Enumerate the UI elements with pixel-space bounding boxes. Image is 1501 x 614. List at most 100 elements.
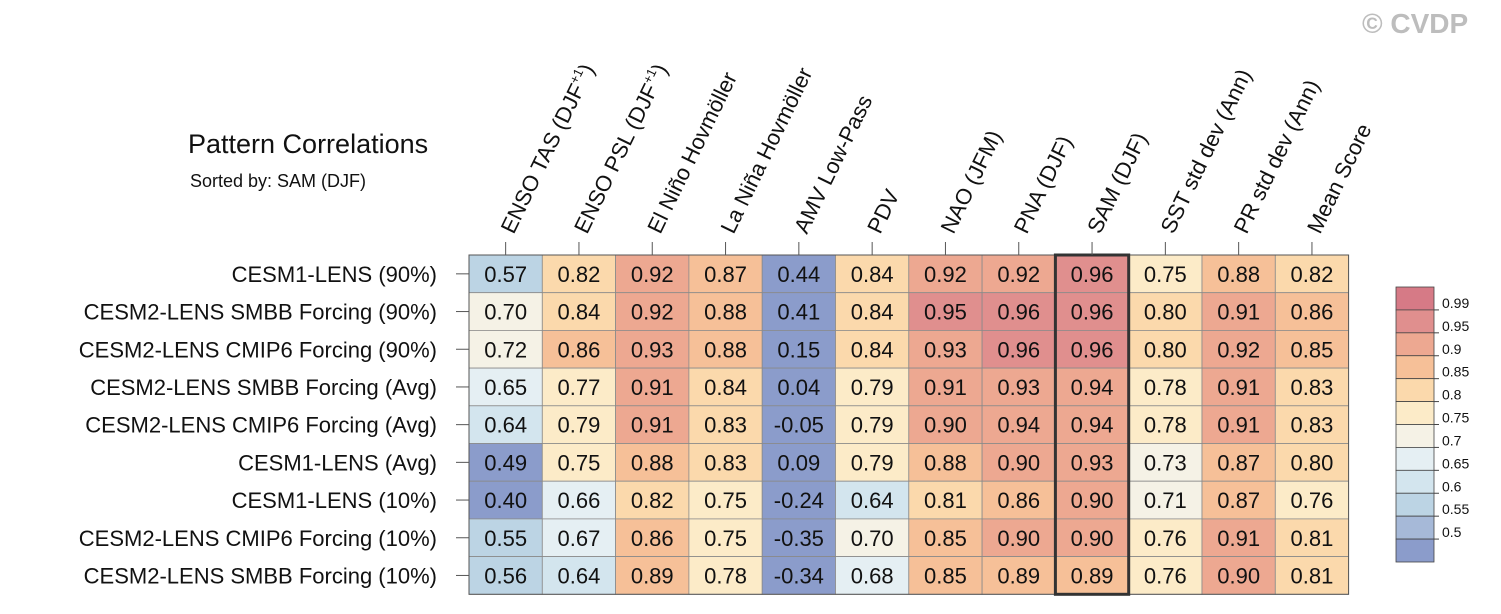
row-label: CESM2-LENS SMBB Forcing (10%) [84, 563, 437, 588]
cell-value: 0.65 [484, 375, 527, 400]
cell-value: 0.89 [631, 563, 674, 588]
heatmap-cell [1201, 480, 1276, 520]
heatmap-cell [761, 405, 836, 444]
heatmap-cell [615, 367, 690, 407]
cell-value: 0.86 [631, 526, 674, 551]
cell-value: 0.91 [1217, 300, 1260, 325]
cell-value: 0.93 [924, 337, 967, 362]
colorbar-segment [1395, 309, 1435, 334]
heatmap-cell [1274, 367, 1350, 407]
colorbar-label: 0.7 [1442, 432, 1462, 448]
cell-value: 0.86 [997, 488, 1040, 513]
heatmap-cell [688, 405, 763, 444]
heatmap-grid: 0.57 0.82 0.92 0.87 0.44 0.84 0.92 0.92 0.96 0.75… [79, 60, 1376, 596]
colorbar: 0.99 0.95 0.9 0.85 0.8 0.75 0.7 0.65 0.6 0.55 0.5 [1395, 286, 1469, 563]
cell-value: 0.88 [924, 450, 967, 475]
cell-value: 0.49 [484, 450, 527, 475]
cell-value: -0.24 [774, 488, 824, 513]
cell-value: 0.92 [631, 300, 674, 325]
cell-value: 0.75 [1144, 262, 1187, 287]
column-label: PNA (DJF) [1009, 132, 1078, 237]
heatmap-cell [981, 480, 1056, 520]
cell-value: 0.87 [1217, 450, 1260, 475]
heatmap-cell [468, 480, 543, 520]
heatmap-cell [1128, 405, 1203, 444]
cell-value: 0.41 [777, 300, 820, 325]
cell-value: 0.80 [1291, 450, 1334, 475]
heatmap-cell [615, 480, 690, 520]
cell-value: 0.84 [704, 375, 747, 400]
cell-value: 0.96 [1071, 262, 1114, 287]
cell-value: 0.90 [1071, 526, 1114, 551]
heatmap-cell [835, 329, 910, 369]
row-label: CESM2-LENS SMBB Forcing (Avg) [90, 375, 437, 400]
cell-value: 0.57 [484, 262, 527, 287]
cell-value: 0.92 [1217, 337, 1260, 362]
cell-value: 0.79 [851, 450, 894, 475]
cell-value: 0.76 [1144, 563, 1187, 588]
row-label: CESM2-LENS SMBB Forcing (90%) [84, 300, 437, 325]
cell-value: 0.71 [1144, 488, 1187, 513]
cell-value: 0.91 [1217, 526, 1260, 551]
cell-value: 0.79 [851, 375, 894, 400]
heatmap-cell [835, 480, 910, 520]
heatmap-cell [1128, 443, 1203, 482]
heatmap-cell [835, 518, 910, 558]
colorbar-label: 0.9 [1442, 341, 1462, 357]
colorbar-label: 0.85 [1442, 364, 1469, 380]
colorbar-segment [1395, 332, 1435, 357]
heatmap-cell [761, 367, 836, 407]
heatmap-cell [981, 518, 1056, 558]
cell-value: 0.81 [924, 488, 967, 513]
colorbar-segment [1395, 447, 1435, 471]
cell-value: 0.79 [558, 413, 601, 438]
heatmap-cell [908, 329, 983, 369]
cell-value: 0.44 [777, 262, 820, 287]
heatmap-cell [688, 329, 763, 369]
heatmap-cell [688, 443, 763, 482]
cell-value: 0.92 [924, 262, 967, 287]
colorbar-segment [1395, 355, 1435, 380]
heatmap-cell [541, 480, 616, 520]
row-label: CESM2-LENS CMIP6 Forcing (90%) [79, 337, 437, 362]
cell-value: 0.85 [924, 526, 967, 551]
cell-value: 0.70 [484, 300, 527, 325]
cell-value: 0.75 [704, 488, 747, 513]
heatmap-cell [1055, 480, 1130, 520]
colorbar-segment [1395, 378, 1435, 402]
column-label: Mean Score [1302, 120, 1376, 238]
cell-value: 0.85 [924, 563, 967, 588]
heatmap-cell [908, 480, 983, 520]
cell-value: 0.93 [997, 375, 1040, 400]
colorbar-label: 0.99 [1442, 295, 1469, 311]
cell-value: 0.83 [704, 413, 747, 438]
heatmap-cell [1274, 329, 1350, 369]
column-label: AMV Low-Pass [789, 91, 877, 237]
heatmap-cell [981, 556, 1056, 595]
cell-value: 0.09 [777, 450, 820, 475]
cell-value: 0.96 [997, 300, 1040, 325]
heatmap-cell [761, 556, 836, 595]
cell-value: 0.89 [997, 563, 1040, 588]
column-label: SAM (DJF) [1082, 128, 1152, 237]
heatmap-cell [1274, 518, 1350, 558]
row-label: CESM2-LENS CMIP6 Forcing (Avg) [85, 413, 437, 438]
heatmap-cell [908, 405, 983, 444]
cell-value: 0.64 [558, 563, 601, 588]
colorbar-segment [1395, 515, 1435, 540]
heatmap-cell [761, 518, 836, 558]
colorbar-label: 0.6 [1442, 478, 1462, 494]
chart-title: Pattern Correlations [188, 129, 428, 159]
row-label: CESM1-LENS (Avg) [238, 450, 437, 475]
heatmap-cell [981, 405, 1056, 444]
heatmap-cell [688, 556, 763, 595]
cell-value: 0.56 [484, 563, 527, 588]
heatmap-cell [761, 443, 836, 482]
cell-value: 0.40 [484, 488, 527, 513]
cell-value: 0.90 [1217, 563, 1260, 588]
cell-value: 0.91 [631, 375, 674, 400]
cell-value: 0.84 [851, 337, 894, 362]
cell-value: 0.91 [924, 375, 967, 400]
heatmap-cell [835, 405, 910, 444]
